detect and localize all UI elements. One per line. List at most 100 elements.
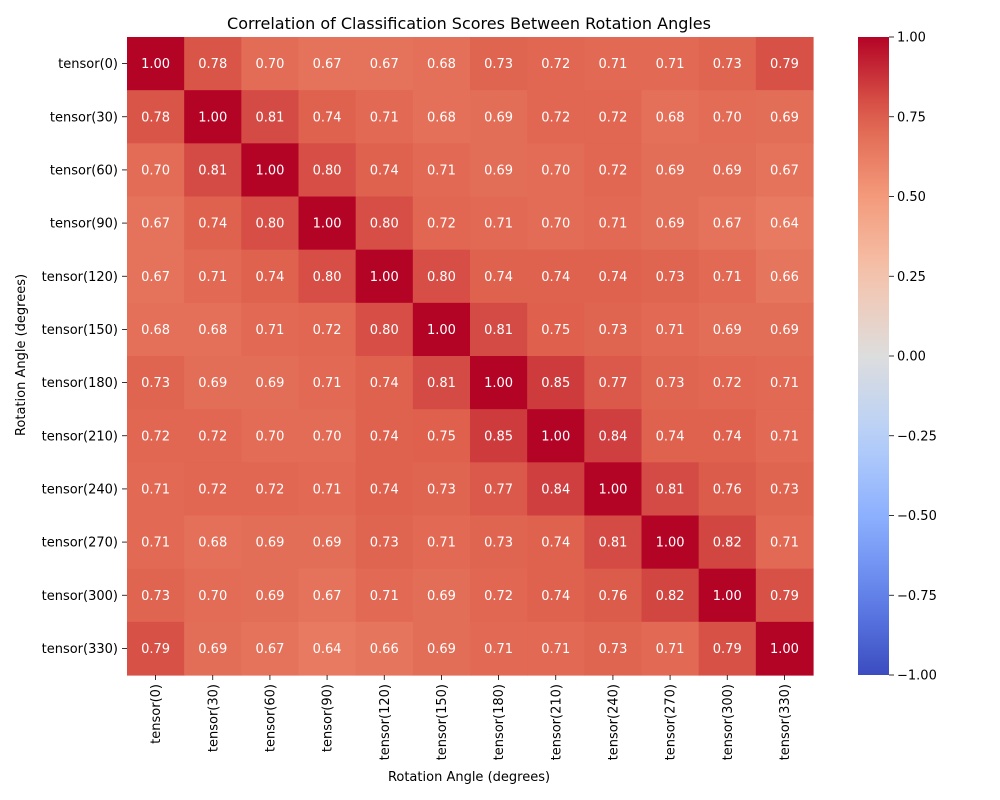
heatmap-cell <box>412 515 471 570</box>
heatmap-cells <box>127 37 814 676</box>
x-tick-label: tensor(90) <box>321 684 336 752</box>
heatmap-cell <box>698 37 757 91</box>
heatmap-cell <box>470 462 528 517</box>
heatmap-cell <box>470 356 528 410</box>
cell-annotation: 0.71 <box>598 217 627 232</box>
heatmap-cell <box>698 143 757 198</box>
cell-annotation: 0.71 <box>427 163 456 178</box>
heatmap-cell <box>470 621 528 676</box>
cell-annotation: 0.72 <box>313 323 342 338</box>
cell-annotation: 0.71 <box>313 482 342 497</box>
heatmap-cell <box>584 356 643 410</box>
heatmap-cell <box>641 621 700 676</box>
x-tick-label: tensor(0) <box>149 684 164 744</box>
cell-annotation: 0.73 <box>656 270 685 285</box>
heatmap-cell <box>355 515 414 570</box>
cell-annotation: 0.69 <box>198 376 227 391</box>
heatmap-cell <box>698 356 757 410</box>
x-tick-label: tensor(300) <box>721 684 736 760</box>
y-tick-label: tensor(30) <box>50 110 118 125</box>
y-axis-ticks: tensor(0) tensor(30) tensor(60) tensor(90) t… <box>42 57 127 657</box>
cell-annotation: 0.72 <box>598 163 627 178</box>
heatmap-cell <box>412 462 471 517</box>
cell-annotation: 0.69 <box>255 376 284 391</box>
heatmap-cell <box>127 249 185 304</box>
cell-annotation: 1.00 <box>656 536 685 551</box>
cell-annotation: 0.82 <box>713 536 742 551</box>
x-tick-label: tensor(60) <box>263 684 278 752</box>
cell-annotation: 0.75 <box>427 429 456 444</box>
cell-annotation: 0.69 <box>656 163 685 178</box>
cell-annotation: 0.82 <box>656 589 685 604</box>
cell-annotation: 0.79 <box>770 589 799 604</box>
colorbar-tick-label: −0.25 <box>897 429 937 444</box>
cell-annotation: 0.71 <box>770 429 799 444</box>
cell-annotation: 0.71 <box>770 536 799 551</box>
heatmap-cell <box>527 249 585 304</box>
heatmap-cell <box>641 37 700 91</box>
cell-annotation: 1.00 <box>484 376 513 391</box>
heatmap-cell <box>241 143 300 198</box>
cell-annotation: 0.70 <box>313 429 342 444</box>
cell-annotation: 0.72 <box>198 429 227 444</box>
heatmap-cell <box>355 90 414 144</box>
colorbar-tick-label: 0.50 <box>897 190 926 205</box>
cell-annotation: 0.69 <box>255 536 284 551</box>
heatmap-cell <box>184 621 242 676</box>
heatmap-cell <box>355 196 414 251</box>
cell-annotation: 0.77 <box>598 376 627 391</box>
heatmap-cell <box>641 409 700 463</box>
cell-annotation: 0.69 <box>770 323 799 338</box>
x-axis-ticks: tensor(0) tensor(30) tensor(60) tensor(90) t… <box>149 675 793 760</box>
cell-annotation: 0.73 <box>770 482 799 497</box>
cell-annotation: 0.71 <box>255 323 284 338</box>
heatmap-cell <box>241 90 300 144</box>
cell-annotation: 1.00 <box>770 642 799 657</box>
heatmap-cell <box>470 515 528 570</box>
heatmap-cell <box>298 302 357 357</box>
heatmap-annotations: 1.00 0.78 0.70 0.67 0.67 0.68 0.73 0.72 0.71 0.71… <box>141 57 799 657</box>
cell-annotation: 0.74 <box>198 217 227 232</box>
heatmap-cell <box>698 249 757 304</box>
heatmap-cell <box>355 302 414 357</box>
cell-annotation: 0.77 <box>484 482 513 497</box>
heatmap-cell <box>755 196 814 251</box>
heatmap-cell <box>755 356 814 410</box>
heatmap-cell <box>412 621 471 676</box>
colorbar-tick-label: 0.00 <box>897 350 926 365</box>
cell-annotation: 0.73 <box>141 589 170 604</box>
y-tick-label: tensor(210) <box>42 429 118 444</box>
cell-annotation: 0.71 <box>141 482 170 497</box>
heatmap-cell <box>470 249 528 304</box>
x-tick-label: tensor(150) <box>435 684 450 760</box>
cell-annotation: 0.71 <box>198 270 227 285</box>
heatmap-cell <box>184 37 242 91</box>
x-tick-label: tensor(210) <box>549 684 564 760</box>
heatmap-cell <box>184 143 242 198</box>
cell-annotation: 0.71 <box>541 642 570 657</box>
heatmap-cell <box>184 196 242 251</box>
heatmap-cell <box>298 568 357 623</box>
heatmap-cell <box>527 621 585 676</box>
cell-annotation: 0.72 <box>541 110 570 125</box>
heatmap-cell <box>584 249 643 304</box>
cell-annotation: 0.74 <box>598 270 627 285</box>
heatmap-cell <box>755 409 814 463</box>
heatmap-cell <box>412 302 471 357</box>
cell-annotation: 0.69 <box>656 217 685 232</box>
heatmap-cell <box>470 143 528 198</box>
heatmap-cell <box>641 196 700 251</box>
heatmap-cell <box>241 409 300 463</box>
cell-annotation: 0.74 <box>541 536 570 551</box>
cell-annotation: 1.00 <box>713 589 742 604</box>
cell-annotation: 0.74 <box>370 429 399 444</box>
cell-annotation: 0.70 <box>541 163 570 178</box>
heatmap-cell <box>298 37 357 91</box>
cell-annotation: 0.68 <box>427 57 456 72</box>
heatmap-cell <box>412 249 471 304</box>
cell-annotation: 0.74 <box>255 270 284 285</box>
cell-annotation: 0.67 <box>713 217 742 232</box>
heatmap-cell <box>641 462 700 517</box>
cell-annotation: 0.70 <box>141 163 170 178</box>
heatmap-cell <box>412 568 471 623</box>
